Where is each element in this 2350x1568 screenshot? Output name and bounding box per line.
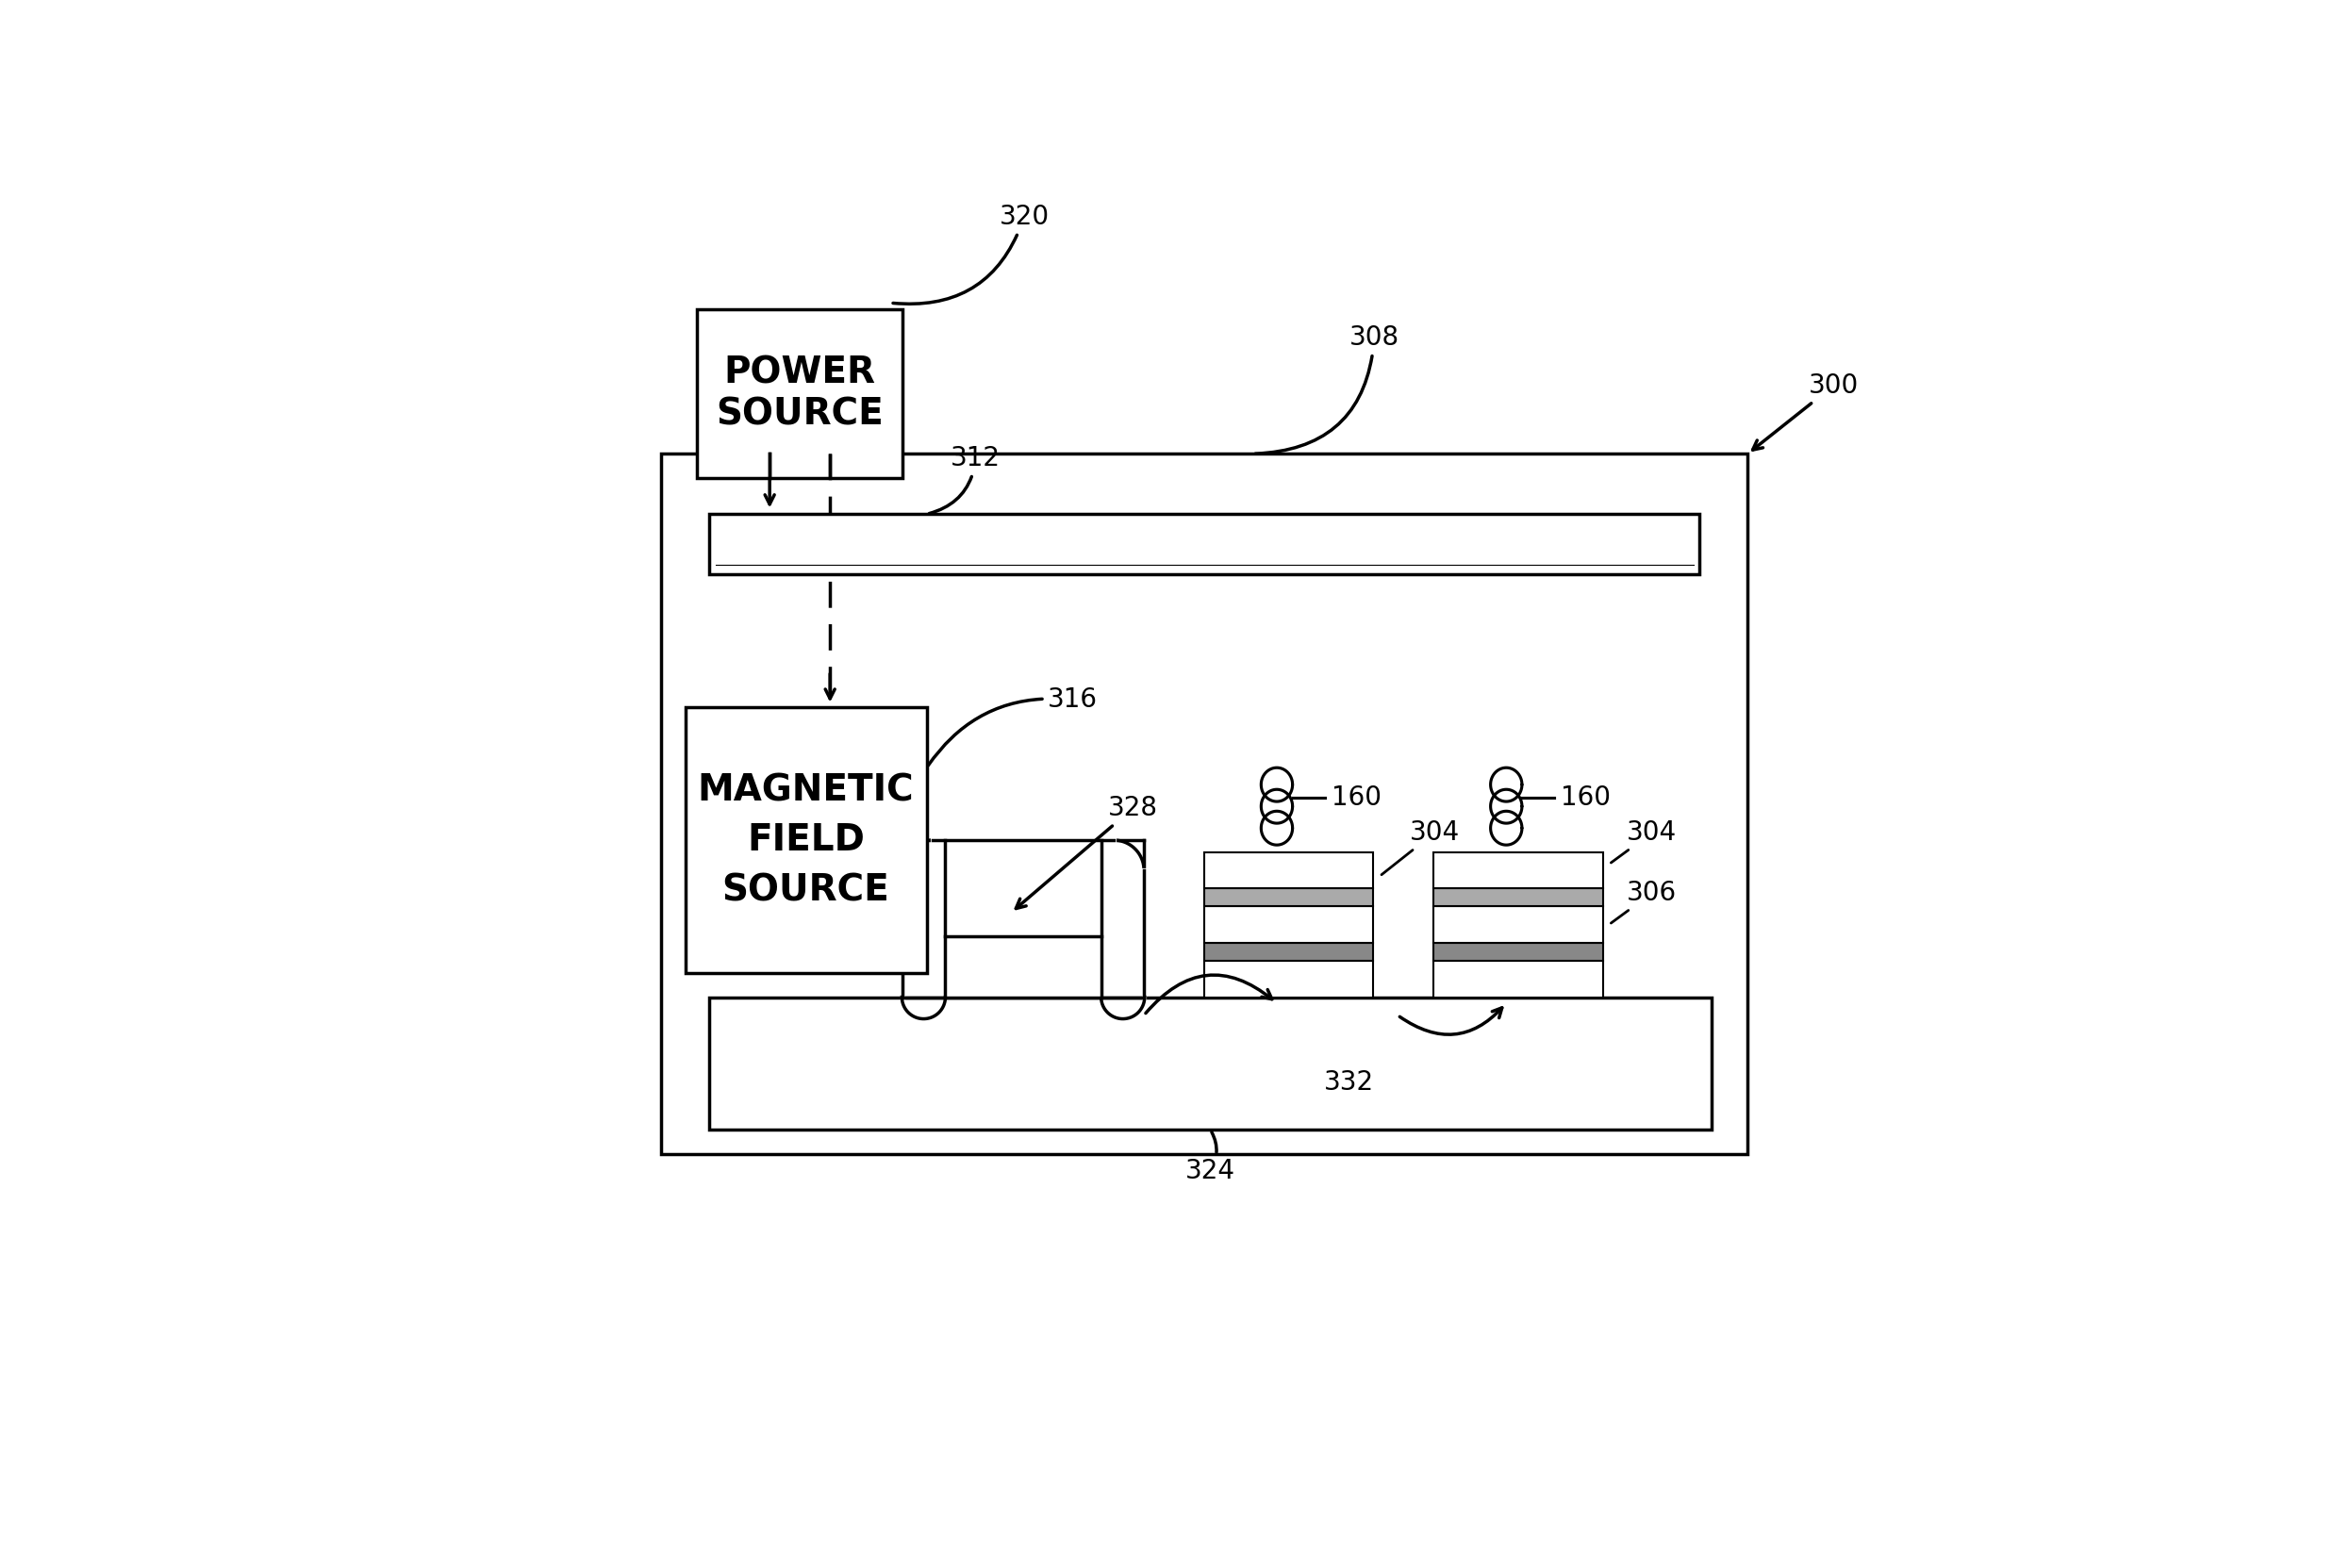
Text: 328: 328 [1015,795,1159,908]
Text: 324: 324 [1184,1132,1236,1184]
Text: 308: 308 [1255,325,1398,453]
Text: 300: 300 [1753,373,1859,450]
Text: MAGNETIC
FIELD
SOURCE: MAGNETIC FIELD SOURCE [698,773,914,908]
Text: 312: 312 [928,445,1001,513]
Bar [686,707,926,972]
Bar [1206,889,1372,906]
Bar [1434,906,1603,942]
Bar [1206,853,1372,889]
Text: 304: 304 [1382,820,1459,875]
Text: POWER
SOURCE: POWER SOURCE [717,354,884,433]
Bar [1434,942,1603,961]
Text: 160: 160 [1330,784,1382,811]
Bar [1434,889,1603,906]
Text: 304: 304 [1612,820,1678,862]
Text: 332: 332 [1325,1069,1375,1096]
Bar [660,453,1748,1154]
Bar [1206,961,1372,997]
Bar [710,514,1699,574]
Text: 320: 320 [893,204,1048,304]
Text: 306: 306 [1612,880,1678,924]
Bar [1434,961,1603,997]
Bar [698,309,902,478]
Text: 316: 316 [928,687,1097,765]
Bar [945,936,1102,997]
Text: 160: 160 [1560,784,1610,811]
Bar [710,997,1711,1131]
Bar [1206,942,1372,961]
Bar [1434,853,1603,889]
Bar [1206,906,1372,942]
